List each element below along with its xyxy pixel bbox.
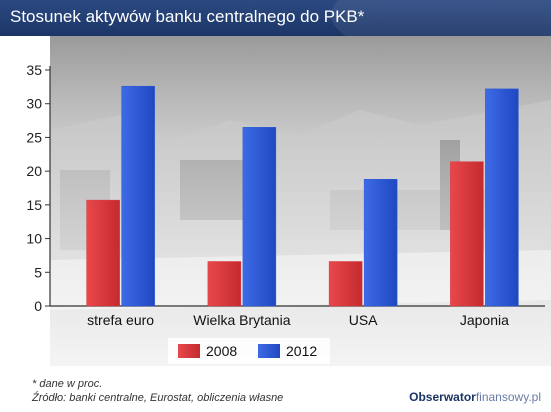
y-tick-label: 35 (26, 62, 42, 78)
bar-2008-japonia (450, 161, 484, 307)
legend-label-2012: 2012 (286, 343, 317, 359)
y-tick-label: 25 (26, 129, 42, 145)
legend-swatch-2012 (258, 344, 280, 358)
chart-title: Stosunek aktywów banku centralnego do PK… (10, 7, 365, 26)
x-category-label: Wielka Brytania (193, 312, 290, 328)
x-category-label: strefa euro (87, 312, 154, 328)
bar-2008-wielka-brytania (207, 261, 242, 307)
y-tick-label: 10 (26, 231, 42, 247)
chart-header: Stosunek aktywów banku centralnego do PK… (0, 0, 551, 36)
brand-part3: .pl (528, 390, 541, 404)
footnote-source: Źródło: banki centralne, Eurostat, oblic… (32, 392, 284, 404)
legend-swatch-2008 (178, 344, 200, 358)
footnote-unit: * dane w proc. (32, 378, 103, 390)
legend-label-2008: 2008 (206, 343, 237, 359)
bar-2012-japonia (485, 88, 519, 307)
x-category-label: Japonia (460, 312, 509, 328)
y-tick-label: 30 (26, 96, 42, 112)
y-tick-label: 15 (26, 197, 42, 213)
brand-part2: finansowy (475, 390, 529, 404)
bar-2012-usa (363, 178, 398, 307)
header-decoration (331, 0, 551, 36)
bar-2008-strefa-euro (86, 199, 120, 307)
bar-2012-strefa-euro (121, 85, 155, 307)
x-category-label: USA (349, 312, 378, 328)
brand-part1: Obserwator (409, 390, 476, 404)
bar-2012-wielka-brytania (242, 127, 277, 307)
y-tick-label: 0 (34, 298, 42, 314)
y-tick-label: 5 (34, 264, 42, 280)
y-tick-label: 20 (26, 163, 42, 179)
bar-2008-usa (328, 261, 363, 307)
brand-logo: Obserwatorfinansowy.pl (409, 390, 541, 404)
